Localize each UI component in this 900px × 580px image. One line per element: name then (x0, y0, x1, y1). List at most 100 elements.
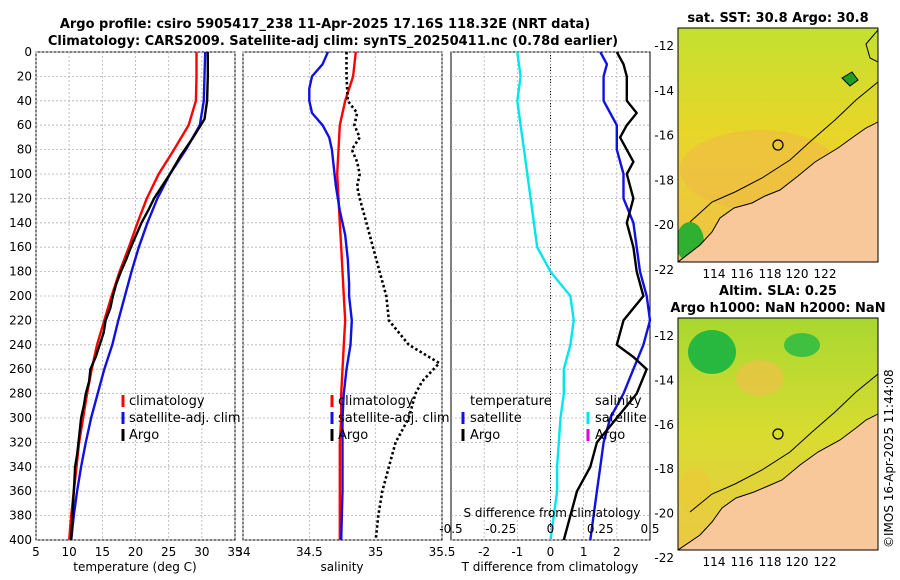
x-tick-label: 35 (227, 545, 242, 559)
y-tick-label: 100 (9, 167, 32, 181)
salinity-xlabel: salinity (320, 560, 363, 574)
temperature-legend: climatology satellite-adj. clim Argo (121, 394, 241, 443)
x-tick-label: 10 (62, 545, 77, 559)
map-y-tick-label: -18 (654, 173, 674, 187)
legend-label-sat: satellite-adj. clim (338, 411, 450, 426)
map-x-tick-label: 122 (814, 267, 837, 281)
title-line-1: Argo profile: csiro 5905417_238 11-Apr-2… (60, 17, 590, 32)
legend-label-sat: satellite-adj. clim (129, 411, 241, 426)
sla-map-title-2: Argo h1000: NaN h2000: NaN (670, 301, 885, 316)
legend-label-s-argo: Argo (595, 428, 625, 443)
x2-tick-label: 0 (547, 522, 555, 536)
x2-tick-label: -0.5 (439, 522, 462, 536)
difference-plot (450, 51, 652, 541)
x2-tick-label: 0.5 (640, 522, 659, 536)
y-tick-label: 380 (9, 509, 32, 523)
sla-map-frame (677, 317, 879, 551)
difference-xlabel: T difference from climatology (461, 560, 639, 574)
legend-label-s-sat: satellite (595, 411, 647, 426)
y-tick-label: 360 (9, 484, 32, 498)
map-y-tick-label: -20 (654, 507, 674, 521)
map-x-tick-label: 114 (703, 555, 726, 569)
map-x-tick-label: 120 (786, 555, 809, 569)
imos-credit: ©IMOS 16-Apr-2025 11:44:08 (882, 369, 896, 548)
x-tick-label: 15 (95, 545, 110, 559)
map-y-tick-label: -20 (654, 218, 674, 232)
sst-island (841, 71, 859, 87)
y-tick-label: 180 (9, 265, 32, 279)
x-tick-label: 0 (547, 545, 555, 559)
map-y-tick-label: -12 (654, 329, 674, 343)
x-tick-label: -1 (511, 545, 523, 559)
sst-argo-marker (772, 139, 784, 151)
sla-low-patch-1 (688, 330, 736, 374)
x-tick-label: 35.5 (429, 545, 456, 559)
y-tick-label: 60 (17, 118, 32, 132)
x-tick-label: 34 (235, 545, 250, 559)
x-tick-label: -2 (478, 545, 490, 559)
x-tick-label: 20 (128, 545, 143, 559)
map-x-tick-label: 118 (759, 555, 782, 569)
sst-map-title: sat. SST: 30.8 Argo: 30.8 (687, 11, 868, 26)
y-tick-label: 400 (9, 533, 32, 547)
sst-coast-north (865, 29, 878, 63)
sla-low-patch-2 (784, 333, 820, 357)
map-y-tick-label: -22 (654, 263, 674, 277)
map-x-tick-label: 116 (731, 267, 754, 281)
map-y-tick-label: -16 (654, 129, 674, 143)
y-tick-label: 340 (9, 460, 32, 474)
sla-map-title-1: Altim. SLA: 0.25 (719, 284, 837, 299)
series-line-s-diff-argo (562, 51, 648, 541)
x-tick-label: 35 (368, 545, 383, 559)
map-x-tick-label: 120 (786, 267, 809, 281)
x-tick-label: 1 (580, 545, 588, 559)
temperature-xlabel: temperature (deg C) (73, 560, 196, 574)
sla-high-patch (736, 360, 784, 396)
x2-tick-label: 0.25 (587, 522, 614, 536)
y-tick-label: 120 (9, 191, 32, 205)
x-tick-label: 5 (32, 545, 40, 559)
y-tick-label: 300 (9, 411, 32, 425)
x-tick-label: 34.5 (296, 545, 323, 559)
sst-land (678, 121, 878, 262)
map-y-tick-label: -22 (654, 551, 674, 565)
x-tick-label: 2 (613, 545, 621, 559)
y-tick-label: 40 (17, 94, 32, 108)
y-tick-label: 140 (9, 216, 32, 230)
legend-label-clim: climatology (338, 394, 414, 409)
y-tick-label: 320 (9, 435, 32, 449)
legend-label-salinity: salinity (595, 394, 642, 409)
sla-land (678, 413, 878, 550)
y-tick-label: 280 (9, 387, 32, 401)
y-tick-label: 80 (17, 143, 32, 157)
y-tick-label: 220 (9, 313, 32, 327)
legend-label-argo: Argo (338, 428, 368, 443)
series-line-climatology (336, 51, 357, 540)
x2-tick-label: -0.25 (485, 522, 516, 536)
map-y-tick-label: -16 (654, 418, 674, 432)
y-tick-label: 0 (24, 45, 32, 59)
legend-label-clim: climatology (129, 394, 205, 409)
salinity-legend: climatology satellite-adj. clim Argo (330, 394, 450, 443)
sst-map-frame (677, 27, 879, 263)
series-line-satellite-adj-clim (308, 51, 353, 541)
temperature-plot (35, 51, 236, 541)
y-tick-label: 200 (9, 289, 32, 303)
map-y-tick-label: -18 (654, 462, 674, 476)
title-line-2: Climatology: CARS2009. Satellite-adj cli… (48, 34, 618, 49)
sla-map: Altim. SLA: 0.25 Argo h1000: NaN h2000: … (670, 284, 886, 551)
difference-legend: temperature satellite Argo salinity sate… (461, 394, 647, 443)
x-tick-label: 25 (161, 545, 176, 559)
map-x-tick-label: 116 (731, 555, 754, 569)
difference-x2label: S difference from climatology (464, 506, 641, 520)
y-tick-label: 20 (17, 69, 32, 83)
legend-label-temperature: temperature (470, 394, 552, 409)
sla-contour (689, 373, 878, 513)
map-y-tick-label: -14 (654, 373, 674, 387)
map-y-tick-label: -14 (654, 84, 674, 98)
series-line-t-diff-satellite (516, 51, 575, 541)
series-line-s-diff-satellite (589, 51, 652, 541)
y-tick-label: 160 (9, 240, 32, 254)
series-line-argo (345, 52, 441, 541)
